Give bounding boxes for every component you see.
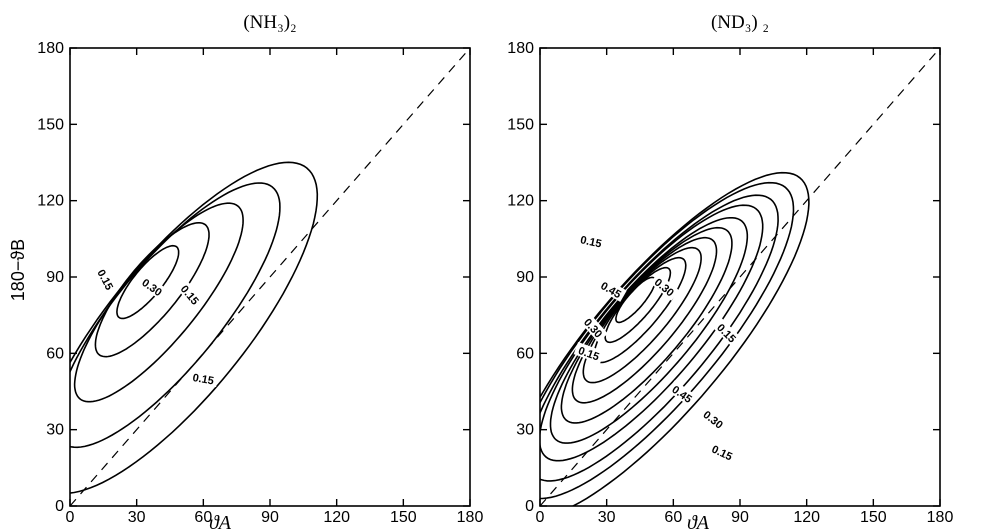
y-tick-label: 180: [37, 40, 64, 57]
contour-line: [94, 222, 210, 358]
y-axis-label: 180−ϑB: [8, 239, 28, 301]
contour-line: [540, 204, 764, 462]
y-tick-label: 90: [46, 269, 64, 286]
contour-line: [582, 246, 702, 384]
contour-label-bg: [649, 272, 680, 301]
y-tick-label: 0: [55, 498, 64, 515]
contour-label-bg: [93, 263, 119, 295]
contour-line: [116, 244, 180, 320]
y-tick-label: 120: [37, 193, 64, 210]
x-tick-label: 180: [457, 509, 484, 526]
contour-line: [604, 266, 672, 344]
contour-line: [540, 181, 795, 500]
x-tick-label: 30: [598, 509, 616, 526]
x-tick-label: 150: [390, 509, 417, 526]
panel-title: (ND₃) ₂: [711, 12, 769, 33]
contour-label-bg: [706, 440, 738, 464]
panel-title: (NH₃)₂: [243, 12, 296, 33]
contour-label-bg: [579, 312, 608, 343]
x-tick-label: 30: [128, 509, 146, 526]
contour-label-bg: [576, 231, 607, 251]
contour-label: 0.15: [710, 444, 734, 464]
contour-label-bg: [137, 273, 168, 301]
contour-line: [73, 202, 244, 403]
x-tick-label: 90: [731, 509, 749, 526]
y-tick-label: 150: [507, 116, 534, 133]
contour-group: [540, 171, 810, 506]
y-tick-label: 30: [46, 422, 64, 439]
y-tick-label: 150: [37, 116, 64, 133]
x-tick-label: 120: [323, 509, 350, 526]
diagonal-line: [69, 47, 471, 507]
x-tick-label: 60: [664, 509, 682, 526]
x-axis-label: ϑA: [209, 512, 232, 532]
x-tick-label: 120: [793, 509, 820, 526]
x-tick-label: 0: [66, 509, 75, 526]
x-tick-label: 0: [536, 509, 545, 526]
panel-nd3-dimer: (ND₃) ₂ ϑA 0 30 60 90 120 150 180 0 30 60 90 120 150…: [507, 12, 954, 532]
contour-line: [571, 236, 718, 404]
contour-label-bg: [595, 276, 627, 302]
contour-line: [615, 276, 656, 324]
contour-line: [540, 171, 810, 506]
contour-label-bg: [176, 279, 205, 310]
contour-line: [540, 194, 779, 482]
y-tick-label: 60: [46, 345, 64, 362]
x-tick-label: 180: [927, 509, 954, 526]
y-tick-label: 30: [516, 422, 534, 439]
contour-label-bg: [712, 318, 742, 348]
contour-label-bg: [573, 341, 605, 364]
y-tick-label: 180: [507, 40, 534, 57]
y-tick-label: 0: [525, 498, 534, 515]
x-tick-label: 150: [860, 509, 887, 526]
contour-line: [70, 182, 281, 449]
contour-line: [70, 161, 319, 494]
contour-line: [560, 226, 733, 424]
contour-group: [70, 161, 319, 494]
y-tick-label: 120: [507, 193, 534, 210]
x-tick-label: 90: [261, 509, 279, 526]
panel-nh3-dimer: (NH₃)₂ 180−ϑB ϑA 0 30 60 90 120 150 180 0 30 60 90…: [8, 12, 483, 532]
x-axis-label: ϑA: [687, 512, 710, 532]
y-tick-label: 60: [516, 345, 534, 362]
contour-label-bg: [667, 380, 698, 407]
contour-label-bg: [188, 369, 219, 388]
contour-label-bg: [698, 405, 729, 433]
diagonal-line: [539, 47, 941, 507]
x-tick-label: 60: [194, 509, 212, 526]
y-tick-label: 90: [516, 269, 534, 286]
contour-label: 0.15: [579, 234, 602, 250]
contour-label: 0.15: [192, 372, 215, 388]
contour-line: [549, 217, 749, 444]
